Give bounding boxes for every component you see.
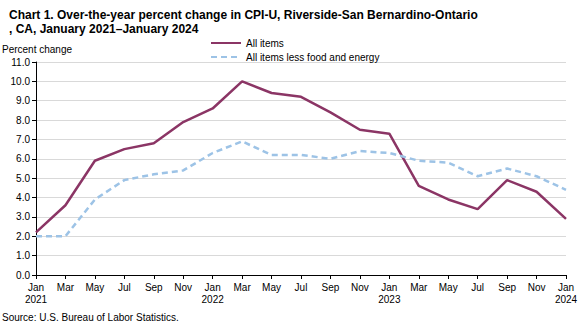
svg-text:Percent change: Percent change xyxy=(2,44,72,55)
svg-text:1.0: 1.0 xyxy=(16,250,30,261)
svg-text:Chart 1. Over-the-year percent: Chart 1. Over-the-year percent change in… xyxy=(9,8,478,22)
svg-text:5.0: 5.0 xyxy=(16,173,30,184)
svg-text:0.0: 0.0 xyxy=(16,270,30,281)
svg-text:7.0: 7.0 xyxy=(16,134,30,145)
svg-text:2021: 2021 xyxy=(25,294,48,305)
svg-text:10.0: 10.0 xyxy=(11,76,31,87)
svg-text:3.0: 3.0 xyxy=(16,211,30,222)
svg-text:All items: All items xyxy=(246,38,284,49)
svg-text:, CA, January 2021–January 202: , CA, January 2021–January 2024 xyxy=(9,22,199,36)
svg-text:Nov: Nov xyxy=(174,282,192,293)
svg-text:Mar: Mar xyxy=(233,282,251,293)
svg-text:May: May xyxy=(85,282,104,293)
svg-text:May: May xyxy=(439,282,458,293)
svg-text:Jul: Jul xyxy=(471,282,484,293)
svg-text:Jul: Jul xyxy=(118,282,131,293)
svg-text:2.0: 2.0 xyxy=(16,231,30,242)
svg-text:2024: 2024 xyxy=(555,294,578,305)
svg-text:Nov: Nov xyxy=(351,282,369,293)
svg-text:Source: U.S. Bureau of Labor S: Source: U.S. Bureau of Labor Statistics. xyxy=(2,312,179,323)
svg-text:Mar: Mar xyxy=(57,282,75,293)
svg-text:Jan: Jan xyxy=(205,282,221,293)
svg-text:May: May xyxy=(262,282,281,293)
svg-text:11.0: 11.0 xyxy=(11,57,30,68)
svg-text:9.0: 9.0 xyxy=(16,95,30,106)
svg-text:2023: 2023 xyxy=(378,294,401,305)
svg-text:Jan: Jan xyxy=(28,282,44,293)
svg-text:8.0: 8.0 xyxy=(16,115,30,126)
svg-text:Nov: Nov xyxy=(528,282,546,293)
svg-text:4.0: 4.0 xyxy=(16,192,30,203)
svg-text:Sep: Sep xyxy=(145,282,163,293)
svg-text:Jan: Jan xyxy=(381,282,397,293)
svg-text:Sep: Sep xyxy=(322,282,340,293)
svg-text:Sep: Sep xyxy=(498,282,516,293)
svg-text:Jul: Jul xyxy=(295,282,308,293)
svg-text:6.0: 6.0 xyxy=(16,153,30,164)
svg-text:2022: 2022 xyxy=(202,294,225,305)
svg-text:Jan: Jan xyxy=(558,282,574,293)
svg-text:All items less food and energy: All items less food and energy xyxy=(246,52,379,63)
svg-text:Mar: Mar xyxy=(410,282,428,293)
